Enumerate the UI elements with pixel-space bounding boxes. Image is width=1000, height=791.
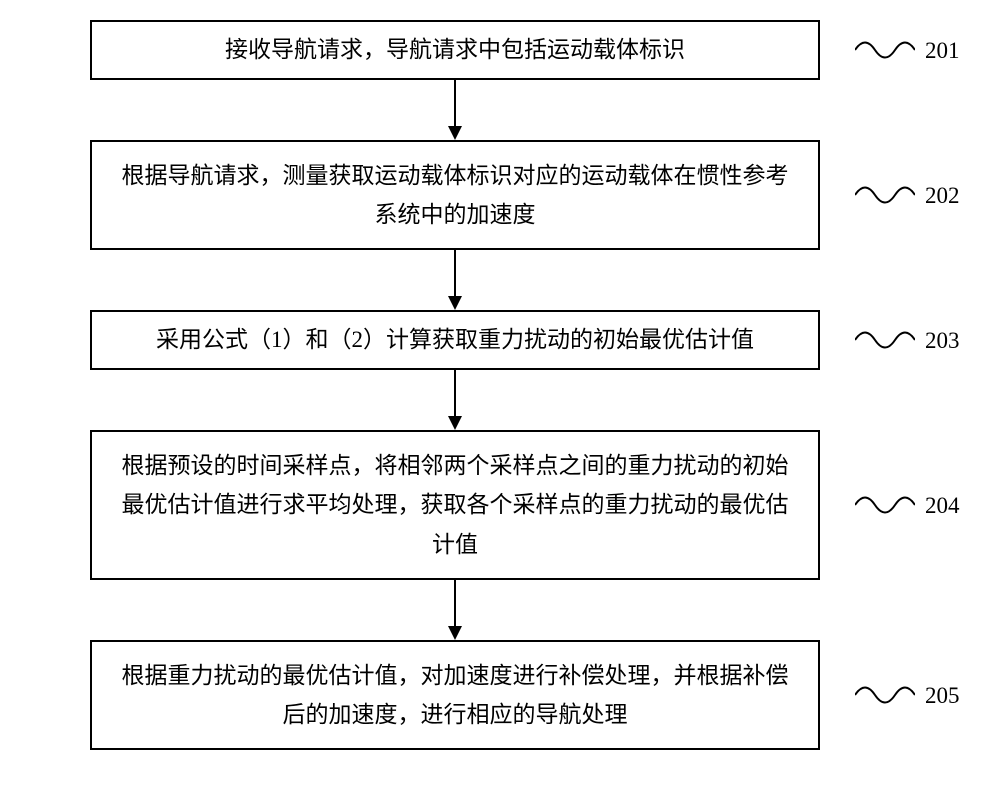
step-number-label: 202 bbox=[925, 183, 960, 209]
flow-step-204: 根据预设的时间采样点，将相邻两个采样点之间的重力扰动的初始最优估计值进行求平均处… bbox=[90, 430, 820, 580]
squiggle-connector bbox=[855, 680, 915, 710]
flow-arrow-line bbox=[454, 370, 456, 416]
squiggle-connector bbox=[855, 325, 915, 355]
flow-step-text: 采用公式（1）和（2）计算获取重力扰动的初始最优估计值 bbox=[156, 320, 754, 359]
flow-step-205: 根据重力扰动的最优估计值，对加速度进行补偿处理，并根据补偿后的加速度，进行相应的… bbox=[90, 640, 820, 750]
flow-arrow-line bbox=[454, 250, 456, 296]
flow-arrow-line bbox=[454, 80, 456, 126]
flow-arrow-line bbox=[454, 580, 456, 626]
step-number-label: 203 bbox=[925, 328, 960, 354]
flow-step-text: 根据重力扰动的最优估计值，对加速度进行补偿处理，并根据补偿后的加速度，进行相应的… bbox=[112, 656, 798, 734]
squiggle-connector bbox=[855, 180, 915, 210]
flow-step-text: 接收导航请求，导航请求中包括运动载体标识 bbox=[225, 30, 685, 69]
squiggle-connector bbox=[855, 490, 915, 520]
flow-arrow-head-icon bbox=[448, 416, 462, 430]
flow-step-text: 根据预设的时间采样点，将相邻两个采样点之间的重力扰动的初始最优估计值进行求平均处… bbox=[112, 446, 798, 563]
flow-arrow-head-icon bbox=[448, 296, 462, 310]
step-number-label: 204 bbox=[925, 493, 960, 519]
step-number-label: 201 bbox=[925, 38, 960, 64]
step-number-label: 205 bbox=[925, 683, 960, 709]
flow-step-text: 根据导航请求，测量获取运动载体标识对应的运动载体在惯性参考系统中的加速度 bbox=[112, 156, 798, 234]
flow-step-201: 接收导航请求，导航请求中包括运动载体标识 bbox=[90, 20, 820, 80]
flow-step-203: 采用公式（1）和（2）计算获取重力扰动的初始最优估计值 bbox=[90, 310, 820, 370]
squiggle-connector bbox=[855, 35, 915, 65]
flowchart-canvas: 接收导航请求，导航请求中包括运动载体标识 201 根据导航请求，测量获取运动载体标识… bbox=[0, 0, 1000, 791]
flow-arrow-head-icon bbox=[448, 126, 462, 140]
flow-arrow-head-icon bbox=[448, 626, 462, 640]
flow-step-202: 根据导航请求，测量获取运动载体标识对应的运动载体在惯性参考系统中的加速度 bbox=[90, 140, 820, 250]
